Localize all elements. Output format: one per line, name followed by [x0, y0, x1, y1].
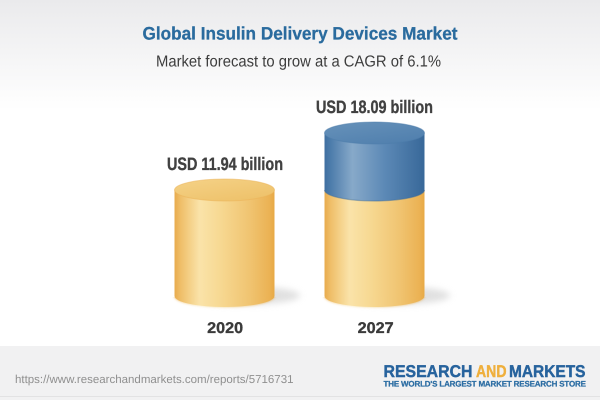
svg-text:MARKETS: MARKETS [509, 362, 586, 381]
svg-text:USD 11.94 billion: USD 11.94 billion [167, 154, 283, 174]
svg-text:2020: 2020 [207, 320, 243, 337]
svg-text:2027: 2027 [358, 320, 394, 337]
svg-text:Global Insulin Delivery Device: Global Insulin Delivery Devices Market [143, 24, 458, 44]
svg-text:https://www.researchandmarkets: https://www.researchandmarkets.com/repor… [15, 374, 294, 386]
svg-text:THE WORLD'S LARGEST MARKET RES: THE WORLD'S LARGEST MARKET RESEARCH STOR… [384, 380, 587, 389]
svg-text:RESEARCH: RESEARCH [384, 362, 473, 381]
svg-text:Market forecast to grow at a C: Market forecast to grow at a CAGR of 6.1… [156, 54, 441, 71]
svg-text:AND: AND [476, 362, 507, 381]
svg-text:USD 18.09 billion: USD 18.09 billion [316, 97, 433, 117]
